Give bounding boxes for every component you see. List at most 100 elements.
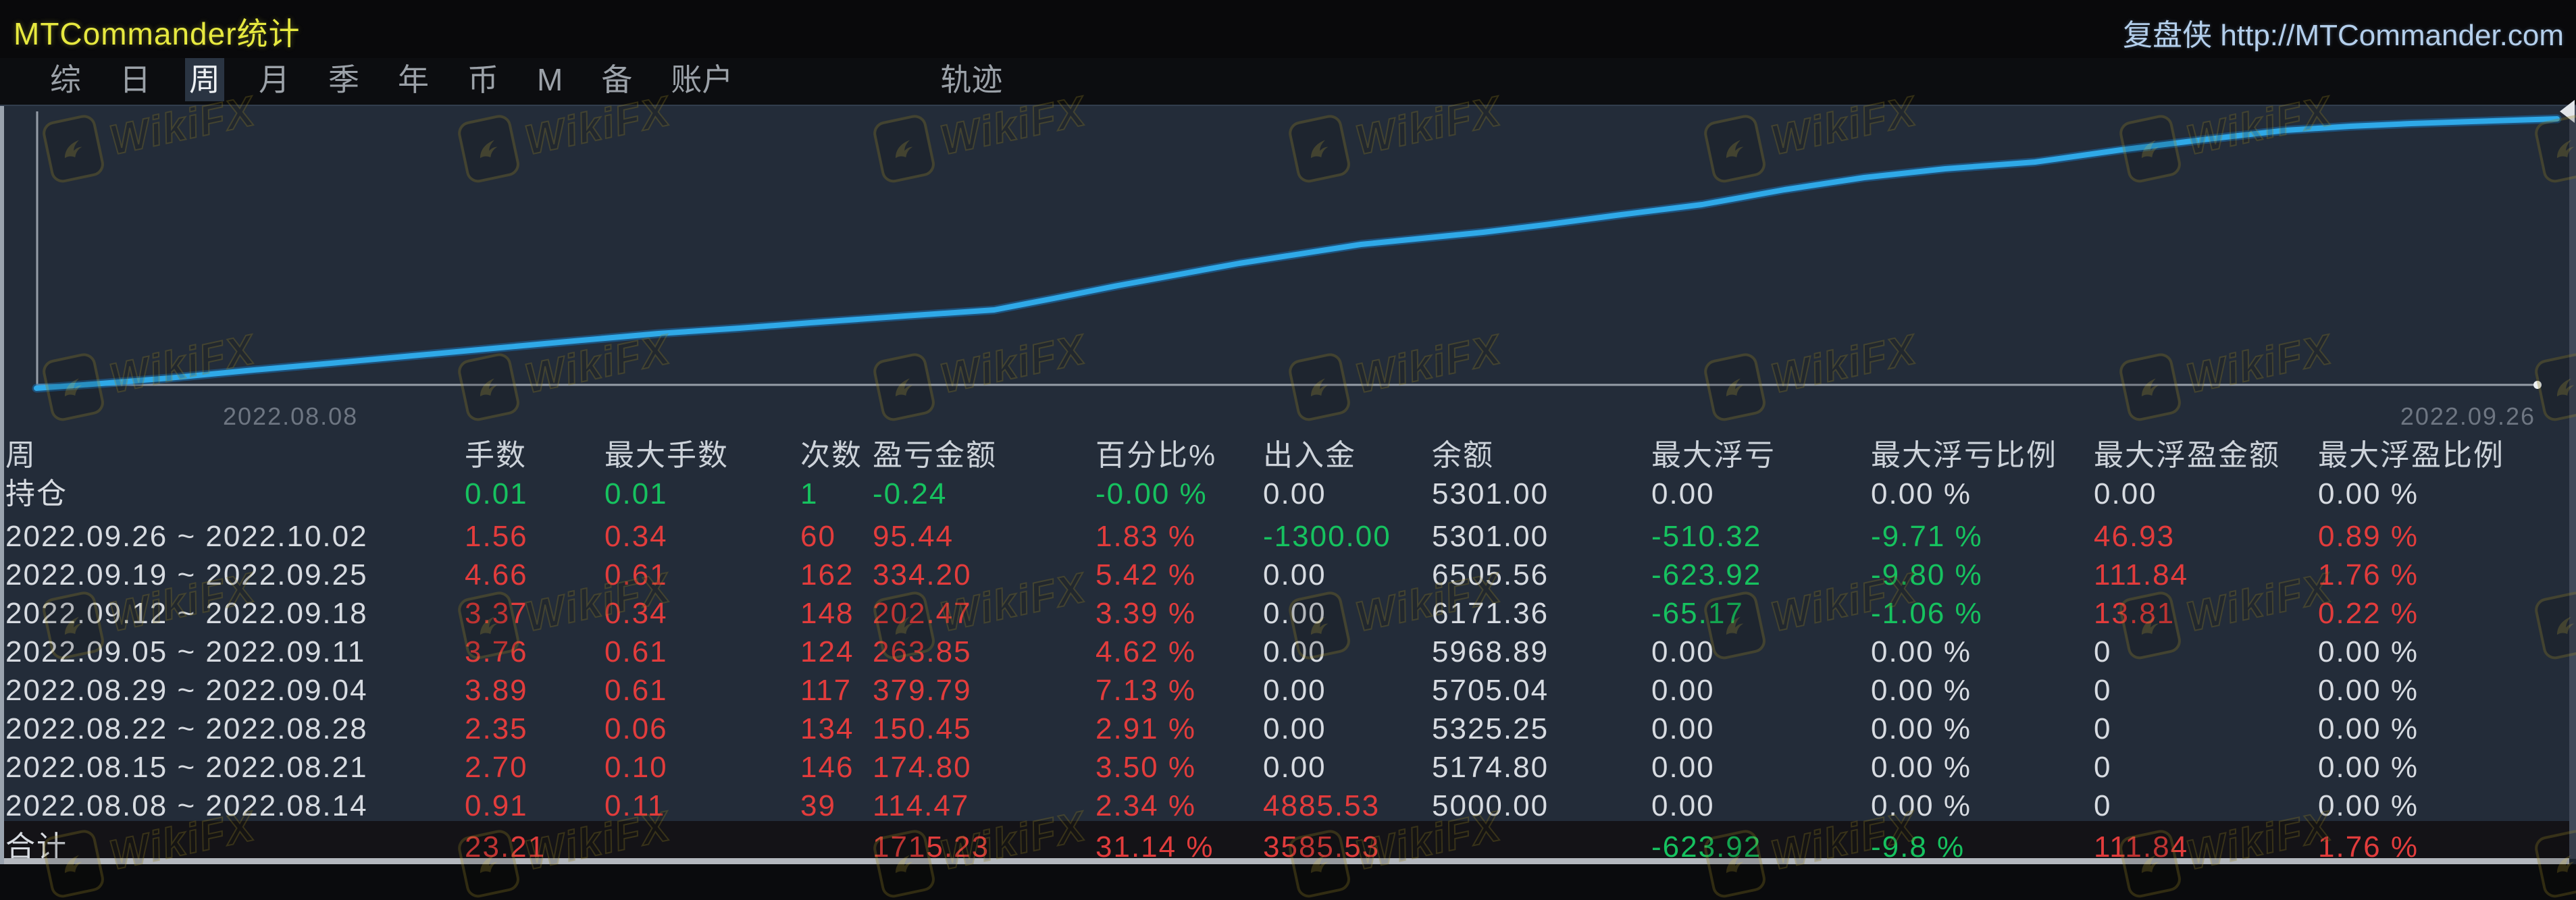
table-row[interactable]: 2022.09.12 ~ 2022.09.18 3.37 0.34 148 202.47… [0, 595, 2576, 632]
cell: -623.92 [1651, 830, 1762, 864]
cell: 0.00 % [1871, 789, 1972, 822]
cell: 3.76 [465, 635, 528, 668]
cell: 174.80 [873, 751, 972, 784]
cell: 0.00 % [1871, 635, 1972, 668]
cell: 0.00 [1263, 751, 1326, 784]
tab-10[interactable]: 账户 [671, 62, 733, 97]
tab-3-selected[interactable]: 周 [185, 58, 224, 101]
cell: 1715.23 [873, 830, 990, 864]
cell: 5000.00 [1432, 789, 1549, 822]
cell: 5174.80 [1432, 751, 1549, 784]
x-axis-label-end: 2022.09.26 [2400, 402, 2535, 430]
header-cell: 盈亏金额 [873, 439, 997, 472]
cell: 31.14 % [1096, 830, 1214, 864]
total-row[interactable]: 合计 23.21 1715.23 31.14 % 3585.53 -623.92 -9.8 … [0, 829, 2576, 866]
cell: 0.34 [604, 597, 668, 630]
header-cell: 余额 [1432, 439, 1494, 472]
tab-11[interactable]: 轨迹 [940, 62, 1003, 97]
cell: 0.00 [1263, 674, 1326, 707]
table-row[interactable]: 2022.08.22 ~ 2022.08.28 2.35 0.06 134 150.45… [0, 711, 2576, 747]
tab-1[interactable]: 综 [50, 62, 81, 97]
tab-5[interactable]: 季 [328, 62, 359, 97]
cell: 3.89 [465, 674, 528, 707]
table-row[interactable]: 2022.09.26 ~ 2022.10.02 1.56 0.34 60 95.44 1.… [0, 519, 2576, 555]
cell: 13.81 [2094, 597, 2175, 630]
cell: 60 [800, 520, 836, 553]
cell: 3585.53 [1263, 830, 1381, 864]
cell: -0.24 [873, 477, 948, 510]
cell: 0.00 [1263, 597, 1326, 630]
row-period: 2022.09.26 ~ 2022.10.02 [5, 520, 368, 553]
collapse-panel-arrow-icon[interactable] [2560, 100, 2575, 123]
table-row[interactable]: 2022.09.19 ~ 2022.09.25 4.66 0.61 162 334.20… [0, 557, 2576, 593]
cell: 0.61 [604, 674, 668, 707]
left-scrollbar[interactable] [0, 106, 4, 864]
table-row[interactable]: 2022.08.29 ~ 2022.09.04 3.89 0.61 117 379.79… [0, 672, 2576, 709]
table-row[interactable]: 2022.09.05 ~ 2022.09.11 3.76 0.61 124 263.85… [0, 634, 2576, 670]
cell: 124 [800, 635, 854, 668]
cell: 0.00 % [2318, 674, 2419, 707]
cell: 3.37 [465, 597, 528, 630]
right-scrollbar[interactable] [2569, 106, 2576, 859]
cell: 263.85 [873, 635, 972, 668]
cell: 4.62 % [1096, 635, 1196, 668]
cell: 0.00 [2094, 477, 2157, 510]
cell: -510.32 [1651, 520, 1762, 553]
cell: 5301.00 [1432, 520, 1549, 553]
row-period: 持仓 [5, 477, 68, 510]
cell: 0 [2094, 674, 2112, 707]
cell: 5968.89 [1432, 635, 1549, 668]
cell: 3.50 % [1096, 751, 1196, 784]
cell: 1.76 % [2318, 558, 2419, 591]
cell: 0.61 [604, 635, 668, 668]
total-label: 合计 [5, 830, 68, 864]
cell: 46.93 [2094, 520, 2175, 553]
table-row[interactable]: 2022.08.08 ~ 2022.08.14 0.91 0.11 39 114.47 2… [0, 788, 2576, 824]
header-cell: 最大浮盈金额 [2094, 439, 2280, 472]
tab-9[interactable]: 备 [601, 62, 633, 97]
cell: 6505.56 [1432, 558, 1549, 591]
tab-6[interactable]: 年 [398, 62, 429, 97]
tab-2[interactable]: 日 [120, 62, 151, 97]
cell: 150.45 [873, 712, 972, 745]
row-period: 2022.08.15 ~ 2022.08.21 [5, 751, 368, 784]
cell: 2.70 [465, 751, 528, 784]
tab-8[interactable]: M [537, 62, 563, 97]
cell: -1.06 % [1871, 597, 1983, 630]
bottom-scrollbar[interactable] [4, 858, 2569, 864]
cell: 146 [800, 751, 854, 784]
row-period: 2022.08.22 ~ 2022.08.28 [5, 712, 368, 745]
cell: 39 [800, 789, 836, 822]
cell: 0.00 [1651, 712, 1715, 745]
header-cell: 出入金 [1263, 439, 1356, 472]
table-header-row: 周 手数 最大手数 次数 盈亏金额 百分比% 出入金 余额 最大浮亏 最大浮亏比例 最大浮盈金额 最大… [0, 438, 2576, 474]
cell: 379.79 [873, 674, 972, 707]
cell: 6171.36 [1432, 597, 1549, 630]
cell: 1 [800, 477, 819, 510]
site-link-label: 复盘侠 http://MTCommander.com [2123, 19, 2564, 52]
cell: -9.80 % [1871, 558, 1983, 591]
open-position-row[interactable]: 持仓 0.01 0.01 1 -0.24 -0.00 % 0.00 5301.00 0.00 0.… [0, 476, 2576, 512]
cell: 5.42 % [1096, 558, 1196, 591]
cell: 0.00 [1263, 558, 1326, 591]
header-cell: 最大浮亏比例 [1871, 439, 2057, 472]
baseline-end-dot [2533, 381, 2542, 389]
cell: -1300.00 [1263, 520, 1391, 553]
cell: 0.00 [1651, 789, 1715, 822]
row-period: 2022.08.08 ~ 2022.08.14 [5, 789, 368, 822]
cell: 4.66 [465, 558, 528, 591]
cell: 3.39 % [1096, 597, 1196, 630]
cell: 0 [2094, 789, 2112, 822]
equity-chart [32, 111, 2562, 393]
cell: 0.00 [1651, 751, 1715, 784]
cell: 0.00 % [2318, 789, 2419, 822]
cell: 0.00 % [1871, 751, 1972, 784]
tab-7[interactable]: 币 [467, 62, 498, 97]
tab-4[interactable]: 月 [259, 62, 290, 97]
row-period: 2022.09.19 ~ 2022.09.25 [5, 558, 368, 591]
cell: 0.00 % [1871, 477, 1972, 510]
cell: 1.56 [465, 520, 528, 553]
table-row[interactable]: 2022.08.15 ~ 2022.08.21 2.70 0.10 146 174.80… [0, 749, 2576, 786]
header-cell: 最大浮盈比例 [2318, 439, 2504, 472]
cell: 4885.53 [1263, 789, 1381, 822]
